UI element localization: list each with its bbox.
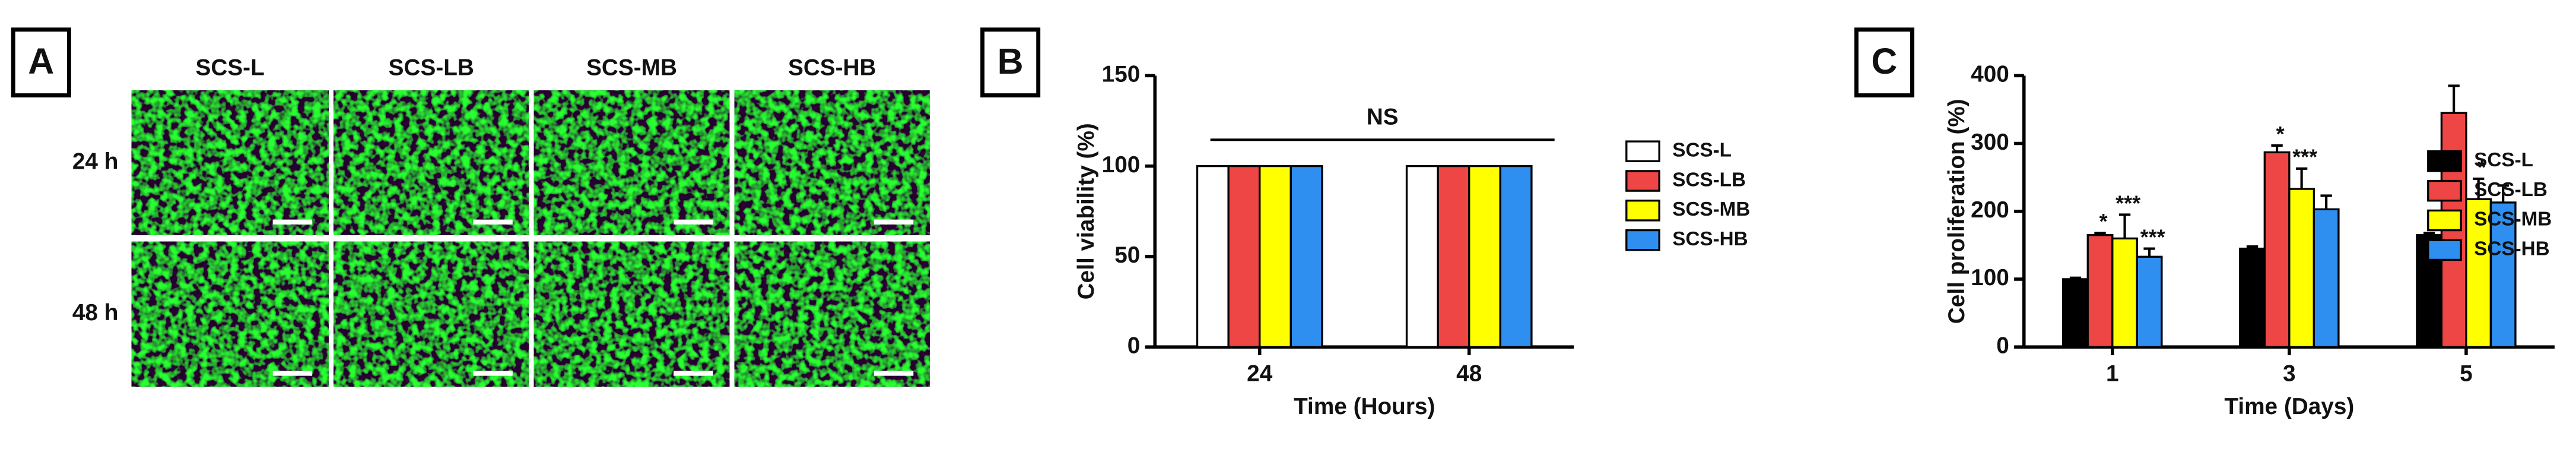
- bar: [2263, 151, 2291, 348]
- legend-swatch: [2427, 209, 2462, 232]
- column-label: SCS-LB: [389, 55, 474, 81]
- legend-label: SCS-MB: [2474, 209, 2552, 230]
- y-tick-label: 100: [1971, 265, 2009, 290]
- bar: [1289, 165, 1323, 348]
- legend-swatch: [1625, 229, 1660, 251]
- bar: [2086, 234, 2114, 348]
- column-label: SCS-MB: [586, 55, 677, 81]
- bar: [1405, 165, 1439, 348]
- y-axis-label: Cell viability (%): [1073, 123, 1099, 299]
- panel-label: C: [1871, 41, 1897, 81]
- x-tick-label: 48: [1456, 361, 1482, 386]
- x-tick-label: 1: [2106, 361, 2119, 386]
- column-label: SCS-HB: [788, 55, 876, 81]
- micrograph: [131, 90, 329, 235]
- row-label: 24 h: [72, 149, 119, 174]
- bar: [2313, 208, 2340, 348]
- bar: [1259, 165, 1292, 348]
- bar: [2111, 237, 2138, 348]
- panel-label-box: [11, 27, 71, 98]
- micrograph: [131, 241, 329, 387]
- x-axis-label: Time (Hours): [1294, 394, 1435, 419]
- x-tick-label: 5: [2460, 361, 2473, 386]
- legend-label: SCS-LB: [1672, 169, 1746, 191]
- legend-swatch: [1625, 140, 1660, 162]
- x-tick-label: 3: [2283, 361, 2296, 386]
- y-tick-label: 400: [1971, 62, 2009, 87]
- panel-label: A: [28, 41, 54, 81]
- y-tick-label: 50: [1114, 242, 1140, 268]
- significance-mark: *: [2276, 122, 2285, 146]
- annotation: NS: [1367, 105, 1399, 130]
- micrograph: [333, 241, 529, 387]
- legend-label: SCS-L: [2474, 149, 2533, 171]
- panel-label-box: [980, 27, 1041, 98]
- bar: [1499, 165, 1533, 348]
- legend-swatch: [1625, 200, 1660, 222]
- legend-label: SCS-MB: [1672, 198, 1750, 220]
- bar: [2136, 255, 2163, 348]
- micrograph: [533, 241, 730, 387]
- panel-label-box: [1854, 27, 1914, 98]
- bar: [2239, 247, 2266, 348]
- panel-label: B: [998, 41, 1024, 81]
- y-tick-label: 200: [1971, 197, 2009, 223]
- y-tick-label: 150: [1102, 62, 1141, 87]
- micrograph: [333, 90, 529, 235]
- legend-swatch: [1625, 170, 1660, 192]
- bar: [1468, 165, 1501, 348]
- bar: [1196, 165, 1230, 348]
- y-tick-label: 0: [1127, 333, 1141, 358]
- significance-mark: *: [2099, 209, 2108, 233]
- y-axis-label: Cell proliferation (%): [1944, 99, 1970, 324]
- legend-swatch: [2427, 150, 2462, 172]
- legend-label: SCS-L: [1672, 139, 1732, 161]
- significance-mark: ***: [2140, 225, 2165, 249]
- bar: [1227, 165, 1261, 348]
- y-tick-label: 300: [1971, 129, 2009, 155]
- x-tick-label: 24: [1247, 361, 1273, 386]
- row-label: 48 h: [72, 300, 119, 326]
- significance-mark: ***: [2292, 145, 2317, 169]
- y-tick-label: 0: [1996, 333, 2009, 358]
- bar: [2288, 188, 2315, 348]
- bar: [2062, 278, 2089, 348]
- micrograph: [734, 90, 930, 235]
- micrograph: [734, 241, 930, 387]
- legend-label: SCS-LB: [2474, 179, 2548, 201]
- legend-swatch: [2427, 179, 2462, 202]
- significance-mark: *: [2477, 155, 2486, 179]
- significance-mark: ***: [2116, 191, 2140, 215]
- micrograph: [533, 90, 730, 235]
- y-tick-label: 100: [1102, 152, 1141, 178]
- legend-label: SCS-HB: [1672, 228, 1748, 250]
- x-axis-label: Time (Days): [2224, 394, 2354, 419]
- legend-label: SCS-HB: [2474, 238, 2549, 260]
- column-label: SCS-L: [196, 55, 265, 81]
- bar: [1437, 165, 1470, 348]
- legend-swatch: [2427, 239, 2462, 261]
